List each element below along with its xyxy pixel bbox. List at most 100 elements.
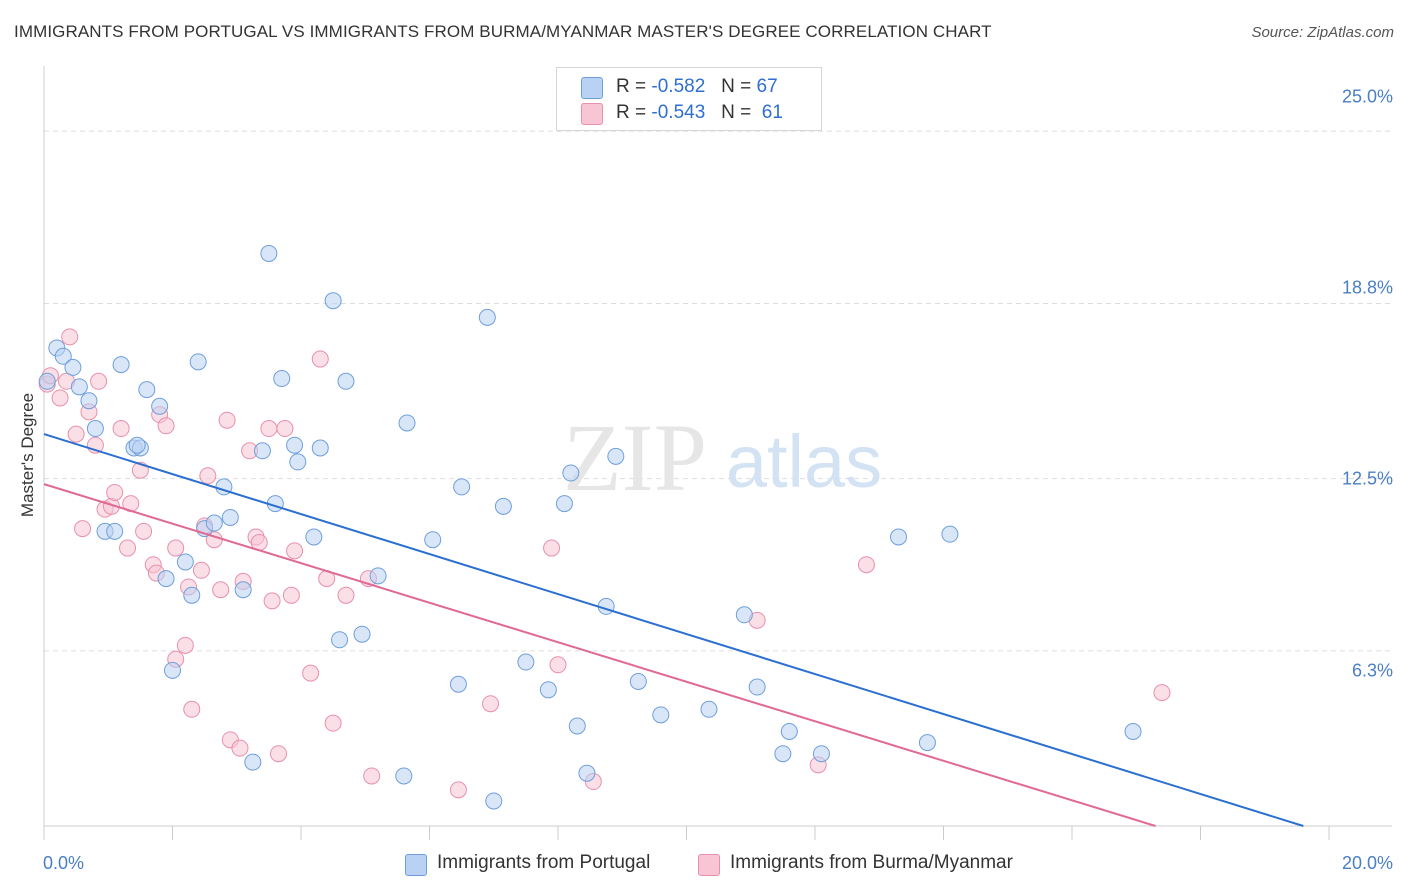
portugal-point bbox=[555, 495, 573, 513]
portugal-point bbox=[80, 392, 98, 410]
portugal-point bbox=[562, 464, 580, 482]
y-tick-label: 6.3% bbox=[1351, 660, 1393, 681]
portugal-point bbox=[311, 439, 329, 457]
legend: R = -0.582 N = 67 R = -0.543 N = 61 bbox=[556, 67, 822, 131]
portugal-point bbox=[157, 570, 175, 588]
burma-point bbox=[1153, 684, 1171, 702]
portugal-point bbox=[607, 447, 625, 465]
burma-point bbox=[112, 420, 130, 438]
burma-point bbox=[286, 542, 304, 560]
portugal-point bbox=[54, 347, 72, 365]
watermark-zip: ZIP bbox=[563, 404, 707, 511]
portugal-point bbox=[485, 792, 503, 810]
legend-r-value: -0.543 bbox=[651, 102, 706, 123]
series-burma-points bbox=[38, 328, 1171, 799]
burma-point bbox=[231, 739, 249, 757]
trend-lines bbox=[43, 433, 1304, 827]
burma-point bbox=[270, 745, 288, 763]
burma-point bbox=[61, 328, 79, 346]
portugal-point bbox=[449, 675, 467, 693]
portugal-point bbox=[183, 586, 201, 604]
portugal-point bbox=[395, 767, 413, 785]
portugal-point bbox=[253, 442, 271, 460]
portugal-point bbox=[112, 356, 130, 374]
burma-point bbox=[324, 714, 342, 732]
portugal-point bbox=[106, 522, 124, 540]
portugal-point bbox=[38, 372, 56, 390]
burma-point bbox=[67, 425, 85, 443]
y-tick-label: 18.8% bbox=[1341, 277, 1393, 298]
burma-point bbox=[192, 561, 210, 579]
portugal-point bbox=[151, 397, 169, 415]
burma-point bbox=[543, 539, 561, 557]
legend-n-label: N = bbox=[721, 102, 752, 123]
burma-point bbox=[183, 700, 201, 718]
burma-point bbox=[199, 467, 217, 485]
portugal-point bbox=[273, 370, 291, 388]
burma-point bbox=[260, 420, 278, 438]
burma-point bbox=[176, 636, 194, 654]
portugal-point bbox=[205, 514, 223, 532]
legend-r-value: -0.582 bbox=[651, 76, 706, 97]
portugal-point bbox=[164, 661, 181, 679]
burma-point bbox=[74, 520, 92, 538]
portugal-point bbox=[353, 625, 371, 643]
legend-swatch-blue bbox=[581, 77, 603, 99]
portugal-point bbox=[305, 528, 323, 546]
burma-point bbox=[119, 539, 137, 557]
portugal-point bbox=[86, 420, 104, 438]
portugal-point bbox=[539, 681, 557, 699]
portugal-point bbox=[494, 497, 512, 515]
burma-point bbox=[482, 695, 500, 713]
portugal-point bbox=[286, 436, 304, 454]
burma-point bbox=[449, 781, 467, 799]
y-tick-label: 12.5% bbox=[1341, 468, 1393, 489]
portugal-point bbox=[337, 372, 355, 390]
portugal-point bbox=[244, 753, 262, 771]
portugal-point bbox=[128, 436, 146, 454]
chart-title: IMMIGRANTS FROM PORTUGAL VS IMMIGRANTS F… bbox=[14, 22, 992, 41]
legend-r-label: R = bbox=[616, 76, 647, 97]
portugal-point bbox=[221, 508, 239, 526]
burma-point bbox=[167, 539, 185, 557]
burma-point bbox=[106, 483, 124, 501]
bottom-legend-label: Immigrants from Burma/Myanmar bbox=[730, 852, 1013, 873]
portugal-point bbox=[189, 353, 207, 371]
portugal-point bbox=[478, 308, 496, 326]
portugal-point bbox=[289, 453, 307, 471]
portugal-point bbox=[260, 244, 278, 262]
portugal-point bbox=[629, 672, 647, 690]
burma-trend-line bbox=[43, 483, 1156, 827]
legend-swatch-blue bbox=[405, 854, 427, 876]
portugal-point bbox=[700, 700, 718, 718]
burma-point bbox=[218, 411, 236, 429]
legend-r-label: R = bbox=[616, 102, 647, 123]
x-tick-label-max: 20.0% bbox=[1341, 853, 1393, 873]
x-tick-label-min: 0.0% bbox=[43, 853, 85, 873]
portugal-point bbox=[1124, 723, 1142, 740]
burma-point bbox=[263, 592, 281, 610]
bottom-legend-label: Immigrants from Portugal bbox=[437, 852, 651, 873]
portugal-point bbox=[735, 606, 753, 624]
gridlines bbox=[44, 130, 1392, 652]
burma-point bbox=[157, 417, 175, 435]
portugal-point bbox=[918, 734, 936, 752]
watermark: ZIP atlas bbox=[563, 404, 882, 511]
burma-point bbox=[212, 581, 230, 599]
portugal-trend-line bbox=[43, 433, 1304, 827]
watermark-atlas: atlas bbox=[726, 420, 882, 503]
burma-point bbox=[302, 664, 320, 682]
portugal-point bbox=[890, 528, 908, 546]
portugal-point bbox=[424, 531, 442, 549]
burma-point bbox=[549, 656, 567, 674]
burma-point bbox=[311, 350, 329, 368]
source-label: Source: ZipAtlas.com bbox=[1251, 24, 1394, 41]
burma-point bbox=[857, 556, 875, 574]
axes bbox=[43, 66, 1392, 840]
portugal-point bbox=[324, 292, 342, 310]
portugal-point bbox=[138, 381, 156, 399]
portugal-point bbox=[64, 358, 82, 376]
burma-point bbox=[337, 586, 355, 604]
legend-n-label: N = bbox=[721, 76, 752, 97]
